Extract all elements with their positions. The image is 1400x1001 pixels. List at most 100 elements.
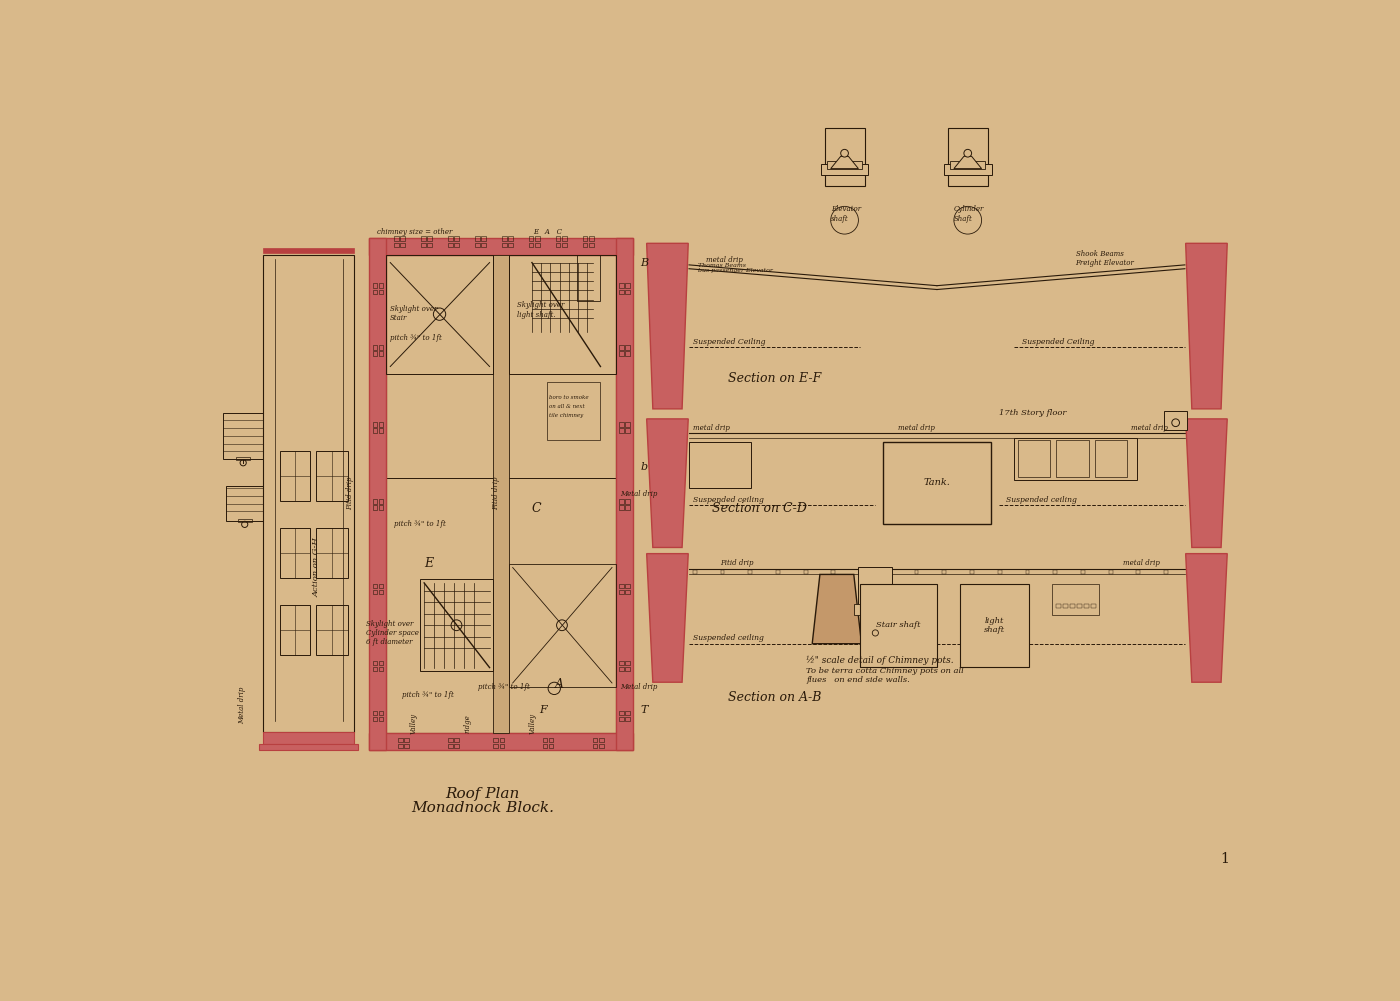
Bar — [259, 744, 358, 750]
Bar — [854, 605, 897, 616]
Bar — [378, 283, 384, 288]
Bar — [624, 283, 630, 288]
Bar — [942, 570, 946, 574]
Bar — [577, 255, 601, 301]
Bar — [543, 738, 547, 743]
Text: Cylinder
Shaft: Cylinder Shaft — [953, 205, 984, 222]
Circle shape — [963, 149, 972, 157]
Bar — [448, 242, 452, 247]
Bar — [503, 242, 507, 247]
Text: Section on C-D: Section on C-D — [713, 503, 806, 516]
Text: Shook Beams
Freight Elevator: Shook Beams Freight Elevator — [1075, 250, 1134, 267]
Bar — [378, 345, 384, 349]
Bar — [529, 242, 533, 247]
Polygon shape — [647, 418, 689, 548]
Text: chimney size = other: chimney size = other — [377, 228, 452, 236]
Bar — [619, 428, 623, 432]
Bar — [624, 351, 630, 355]
Bar — [421, 242, 426, 247]
Text: Valley: Valley — [409, 714, 417, 735]
Bar — [804, 570, 808, 574]
Bar — [421, 236, 426, 241]
Bar — [493, 255, 508, 733]
Bar — [535, 236, 539, 241]
Bar — [448, 738, 452, 743]
Text: Suspended ceiling: Suspended ceiling — [693, 495, 764, 504]
Bar — [482, 236, 486, 241]
Text: Tank.: Tank. — [924, 478, 951, 487]
Bar — [589, 242, 594, 247]
Polygon shape — [647, 243, 689, 408]
Bar — [508, 242, 512, 247]
Bar — [624, 345, 630, 349]
Bar — [619, 584, 623, 589]
Bar — [858, 568, 892, 606]
Bar — [624, 711, 630, 716]
Bar — [592, 738, 598, 743]
Text: light
shaft: light shaft — [984, 617, 1005, 634]
Bar — [820, 164, 868, 175]
Bar — [619, 661, 623, 666]
Bar — [1018, 439, 1050, 476]
Bar — [619, 498, 623, 504]
Text: Metal drip: Metal drip — [620, 489, 657, 497]
Bar — [400, 236, 405, 241]
Text: T: T — [641, 705, 648, 715]
Bar — [315, 606, 347, 656]
Bar — [508, 564, 616, 687]
Bar — [860, 614, 890, 622]
Bar — [372, 351, 377, 355]
Text: Action on G-H: Action on G-H — [314, 537, 321, 597]
Bar — [582, 242, 588, 247]
Text: pitch ¾" to 1ft: pitch ¾" to 1ft — [402, 691, 454, 699]
Text: Section on A-B: Section on A-B — [728, 691, 820, 704]
Bar — [860, 585, 937, 667]
Bar — [493, 744, 498, 749]
Text: A: A — [554, 678, 564, 691]
Bar — [372, 345, 377, 349]
Bar — [378, 498, 384, 504]
Bar — [619, 711, 623, 716]
Bar — [475, 236, 480, 241]
Circle shape — [872, 630, 878, 636]
Bar — [860, 570, 862, 574]
Circle shape — [840, 149, 848, 157]
Bar — [624, 667, 630, 672]
Bar — [370, 733, 633, 750]
Bar — [372, 661, 377, 666]
Bar — [1057, 604, 1061, 609]
Bar — [599, 738, 603, 743]
Bar — [454, 738, 459, 743]
Bar — [372, 717, 377, 722]
Text: E   A   C: E A C — [532, 228, 561, 236]
Text: Stair shaft: Stair shaft — [876, 622, 921, 630]
Text: 17th Story floor: 17th Story floor — [998, 408, 1065, 416]
Bar — [549, 744, 553, 749]
Bar — [619, 590, 623, 595]
Bar — [998, 570, 1001, 574]
Bar — [624, 422, 630, 426]
Bar — [1057, 439, 1089, 476]
Bar — [1163, 411, 1187, 430]
Bar — [619, 283, 623, 288]
Bar — [405, 744, 409, 749]
Text: Stair: Stair — [391, 314, 407, 322]
Bar — [619, 667, 623, 672]
Text: pitch ¾" to 1ft: pitch ¾" to 1ft — [391, 334, 442, 342]
Bar — [944, 164, 991, 175]
Bar — [624, 289, 630, 294]
Bar — [582, 236, 588, 241]
Bar — [914, 570, 918, 574]
Bar — [378, 667, 384, 672]
Bar — [370, 238, 386, 750]
Bar — [1053, 585, 1099, 616]
Text: Skylight over: Skylight over — [517, 301, 564, 309]
Bar — [378, 428, 384, 432]
Bar — [592, 744, 598, 749]
Bar — [529, 236, 533, 241]
Bar — [508, 255, 616, 374]
Bar — [372, 506, 377, 510]
Bar — [689, 442, 750, 488]
Text: E: E — [424, 558, 433, 571]
Text: metal drip: metal drip — [693, 424, 729, 432]
